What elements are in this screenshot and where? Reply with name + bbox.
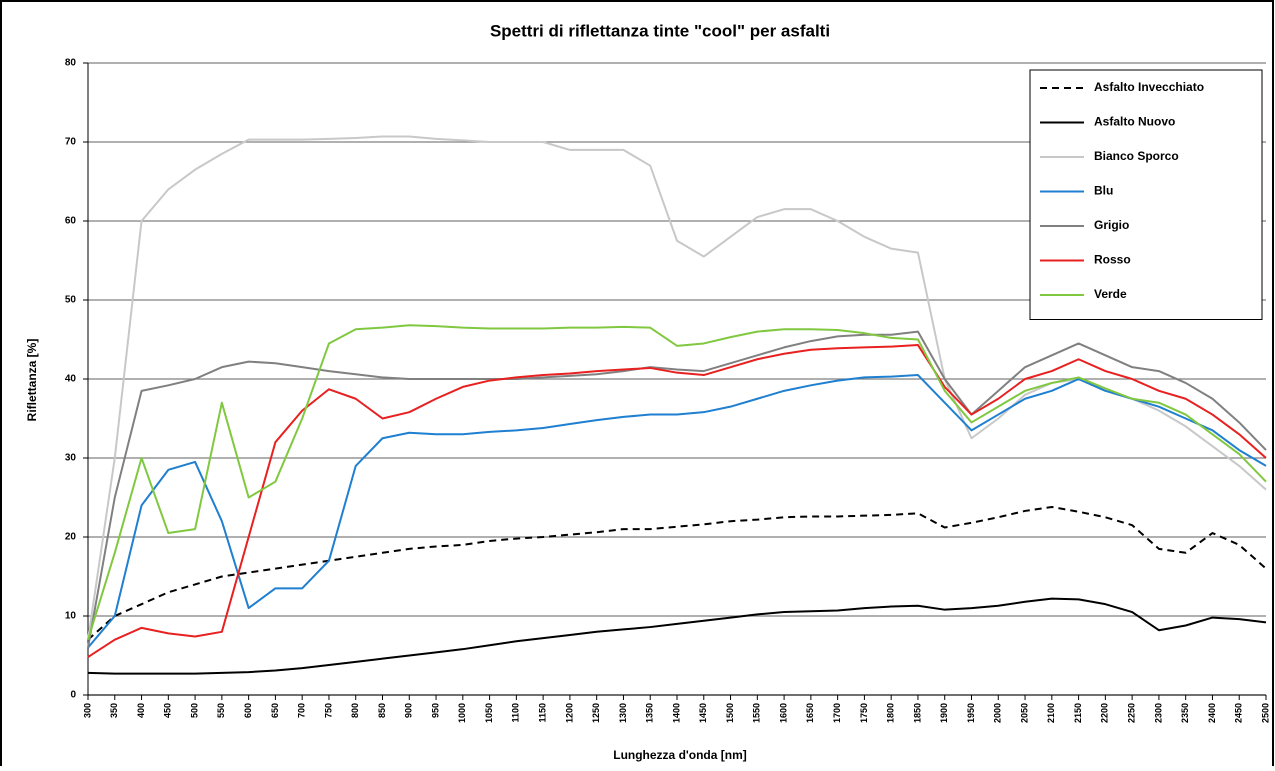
legend-label: Rosso [1094,253,1131,267]
x-tick-label: 1500 [725,703,735,723]
x-tick-label: 800 [350,703,360,718]
x-tick-label: 450 [163,703,173,718]
x-tick-label: 1300 [618,703,628,723]
x-tick-label: 550 [216,703,226,718]
y-tick-label: 20 [65,532,77,543]
series-line [87,374,1267,649]
x-tick-label: 2150 [1073,703,1083,723]
x-tick-label: 1350 [645,703,655,723]
x-tick-label: 1950 [966,703,976,723]
x-tick-label: 2450 [1234,703,1244,723]
x-tick-label: 1700 [832,703,842,723]
x-tick-label: 1850 [912,703,922,723]
x-tick-label: 850 [377,703,387,718]
x-tick-label: 300 [82,703,92,718]
legend-label: Grigio [1094,218,1129,232]
x-tick-label: 2000 [993,703,1003,723]
x-tick-label: 350 [109,703,119,718]
x-tick-label: 1200 [564,703,574,723]
x-tick-label: 2350 [1180,703,1190,723]
y-tick-label: 60 [65,216,77,227]
x-tick-label: 1900 [939,703,949,723]
legend-label: Bianco Sporco [1094,149,1179,163]
y-tick-label: 40 [65,374,77,385]
x-tick-label: 2300 [1153,703,1163,723]
x-tick-label: 1400 [671,703,681,723]
x-tick-label: 400 [136,703,146,718]
x-tick-label: 1550 [752,703,762,723]
y-tick-label: 30 [65,453,77,464]
y-tick-label: 50 [65,295,77,306]
x-tick-label: 1050 [484,703,494,723]
x-tick-label: 700 [297,703,307,718]
x-tick-label: 2100 [1046,703,1056,723]
y-tick-label: 10 [65,611,77,622]
legend-label: Blu [1094,184,1113,198]
y-tick-label: 80 [65,58,77,69]
x-tick-label: 1250 [591,703,601,723]
series-line [87,597,1267,675]
legend-box [1029,69,1263,320]
series-line [87,330,1267,648]
x-tick-label: 2200 [1100,703,1110,723]
x-tick-label: 1650 [805,703,815,723]
x-tick-label: 2500 [1260,703,1270,723]
x-tick-label: 950 [430,703,440,718]
x-tick-label: 500 [189,703,199,718]
x-tick-label: 650 [270,703,280,718]
x-tick-label: 600 [243,703,253,718]
x-tick-label: 1600 [778,703,788,723]
x-tick-label: 900 [404,703,414,718]
x-tick-label: 1450 [698,703,708,723]
chart-title: Spettri di riflettanza tinte "cool" per … [490,21,830,40]
legend-label: Asfalto Invecchiato [1094,80,1204,94]
x-tick-label: 2050 [1019,703,1029,723]
x-tick-label: 2250 [1127,703,1137,723]
x-axis-label: Lunghezza d'onda [nm] [613,748,747,762]
x-tick-label: 1800 [886,703,896,723]
series-line [87,344,1267,658]
y-tick-label: 70 [65,137,77,148]
legend-label: Asfalto Nuovo [1094,115,1175,129]
y-axis-label: Riflettanza [%] [25,339,39,422]
y-tick-label: 0 [70,690,76,701]
series-line [87,324,1267,640]
x-tick-label: 1150 [538,703,548,723]
x-tick-label: 1100 [511,703,521,723]
x-tick-label: 2400 [1207,703,1217,723]
x-tick-label: 1750 [859,703,869,723]
x-tick-label: 750 [323,703,333,718]
x-tick-label: 1000 [457,703,467,723]
legend-label: Verde [1094,287,1127,301]
series-line [87,135,1267,640]
